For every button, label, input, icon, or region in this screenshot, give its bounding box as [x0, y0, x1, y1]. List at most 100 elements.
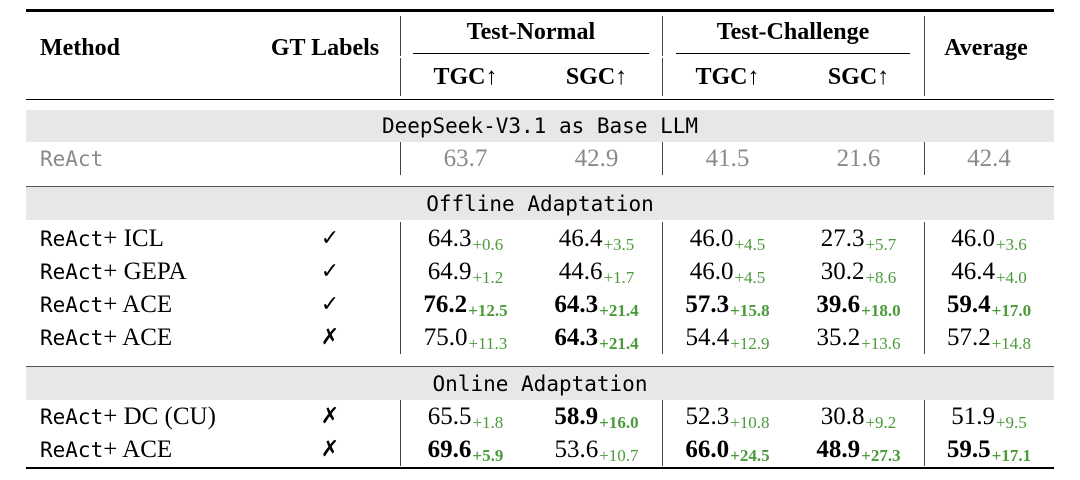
score-value: 46.0 — [689, 257, 734, 285]
cross-icon: ✗ — [320, 325, 340, 350]
score-cell: 48.9 +27.3 — [793, 433, 924, 466]
score-cell: 76.2 +12.5 — [400, 288, 531, 321]
baseline-value: 21.6 — [836, 144, 881, 172]
score-value: 57.2 — [946, 323, 991, 351]
score-value: 35.2 — [816, 323, 861, 351]
offline-top-rule — [26, 186, 1054, 187]
method-name: ReAct — [40, 325, 104, 350]
test-normal-cmidrule — [413, 53, 649, 54]
checkmark-icon: ✓ — [320, 292, 340, 317]
method-variant: + ICL — [103, 224, 164, 252]
score-value: 64.9 — [427, 257, 472, 285]
header-tgc-challenge: TGC↑ — [695, 63, 760, 90]
score-value: 48.9 — [816, 435, 861, 463]
score-value: 27.3 — [820, 224, 865, 252]
score-value: 30.2 — [820, 257, 865, 285]
score-cell: 59.5 +17.1 — [924, 433, 1054, 466]
baseline-value: 42.4 — [967, 144, 1011, 172]
score-value: 64.3 — [427, 224, 472, 252]
header-sgc-normal: SGC↑ — [565, 63, 628, 90]
score-delta: +3.6 — [995, 234, 1027, 254]
column-separator — [924, 142, 925, 175]
column-separator — [400, 142, 401, 175]
score-cell: 69.6 +5.9 — [400, 433, 531, 466]
score-cell: 35.2 +13.6 — [793, 321, 924, 354]
score-value: 46.4 — [951, 257, 995, 285]
score-value: 51.9 — [951, 402, 995, 430]
header-method: Method — [40, 34, 120, 61]
score-delta: +10.7 — [599, 445, 639, 465]
method-cell: ReAct + ACE — [40, 433, 172, 466]
method-name: ReAct — [40, 259, 104, 284]
score-delta: +0.6 — [472, 234, 504, 254]
score-delta: +18.0 — [861, 300, 901, 320]
score-value: 59.5 — [946, 435, 991, 463]
score-delta: +9.2 — [865, 412, 897, 432]
score-cell: 59.4 +17.0 — [924, 288, 1054, 321]
score-cell: 66.0 +24.5 — [662, 433, 793, 466]
top-rule — [26, 9, 1054, 12]
score-cell: 30.2 +8.6 — [793, 255, 924, 288]
method-variant: + ACE — [103, 290, 173, 318]
score-value: 66.0 — [685, 435, 730, 463]
checkmark-icon: ✓ — [320, 226, 340, 251]
method-cell: ReAct + ACE — [40, 288, 172, 321]
header-tgc-normal: TGC↑ — [433, 63, 498, 90]
baseline-value: 42.9 — [574, 144, 619, 172]
baseline-value: 63.7 — [443, 144, 488, 172]
section-band — [26, 367, 1054, 400]
header-column-separator — [662, 16, 663, 56]
method-name: ReAct — [40, 404, 104, 429]
method-cell: ReAct + GEPA — [40, 255, 187, 288]
score-value: 76.2 — [423, 290, 468, 318]
method-cell: ReAct + ICL — [40, 222, 164, 255]
score-cell: 46.4 +3.5 — [531, 222, 662, 255]
score-cell: 64.3 +0.6 — [400, 222, 531, 255]
header-column-separator — [924, 16, 925, 96]
score-cell: 64.3 +21.4 — [531, 288, 662, 321]
method-name: ReAct — [40, 437, 104, 462]
section-title: DeepSeek-V3.1 as Base LLM — [381, 114, 699, 138]
score-delta: +21.4 — [599, 333, 639, 353]
method-cell: ReAct + DC (CU) — [40, 400, 216, 433]
score-cell: 65.5 +1.8 — [400, 400, 531, 433]
header-bottom-rule — [26, 99, 1054, 100]
score-delta: +12.5 — [468, 300, 508, 320]
score-value: 46.0 — [689, 224, 734, 252]
score-cell: 52.3 +10.8 — [662, 400, 793, 433]
score-cell: 64.3 +21.4 — [531, 321, 662, 354]
cross-icon: ✗ — [320, 404, 340, 429]
column-separator — [662, 222, 663, 354]
score-value: 30.8 — [820, 402, 865, 430]
score-cell: 30.8 +9.2 — [793, 400, 924, 433]
score-value: 39.6 — [816, 290, 861, 318]
score-cell: 46.4 +4.0 — [924, 255, 1054, 288]
online-top-rule — [26, 366, 1054, 367]
score-value: 64.3 — [554, 323, 599, 351]
score-delta: +12.9 — [730, 333, 770, 353]
score-delta: +9.5 — [995, 412, 1027, 432]
score-cell: 54.4 +12.9 — [662, 321, 793, 354]
method-variant: + ACE — [103, 435, 173, 463]
score-delta: +1.2 — [472, 267, 504, 287]
score-cell: 75.0 +11.3 — [400, 321, 531, 354]
score-value: 53.6 — [554, 435, 599, 463]
header-column-separator — [400, 58, 401, 96]
score-delta: +4.0 — [995, 267, 1027, 287]
score-delta: +4.5 — [734, 267, 766, 287]
section-title: Offline Adaptation — [426, 191, 654, 216]
score-value: 64.3 — [554, 290, 599, 318]
score-value: 52.3 — [685, 402, 730, 430]
header-test-normal: Test-Normal — [466, 18, 596, 45]
score-cell: 46.0 +4.5 — [662, 222, 793, 255]
score-delta: +21.4 — [599, 300, 639, 320]
score-delta: +1.7 — [603, 267, 635, 287]
score-cell: 44.6 +1.7 — [531, 255, 662, 288]
score-delta: +10.8 — [730, 412, 770, 432]
column-separator — [924, 222, 925, 354]
score-cell: 46.0 +4.5 — [662, 255, 793, 288]
score-delta: +13.6 — [861, 333, 901, 353]
score-delta: +17.0 — [991, 300, 1032, 320]
column-separator — [662, 400, 663, 466]
score-delta: +24.5 — [730, 445, 770, 465]
